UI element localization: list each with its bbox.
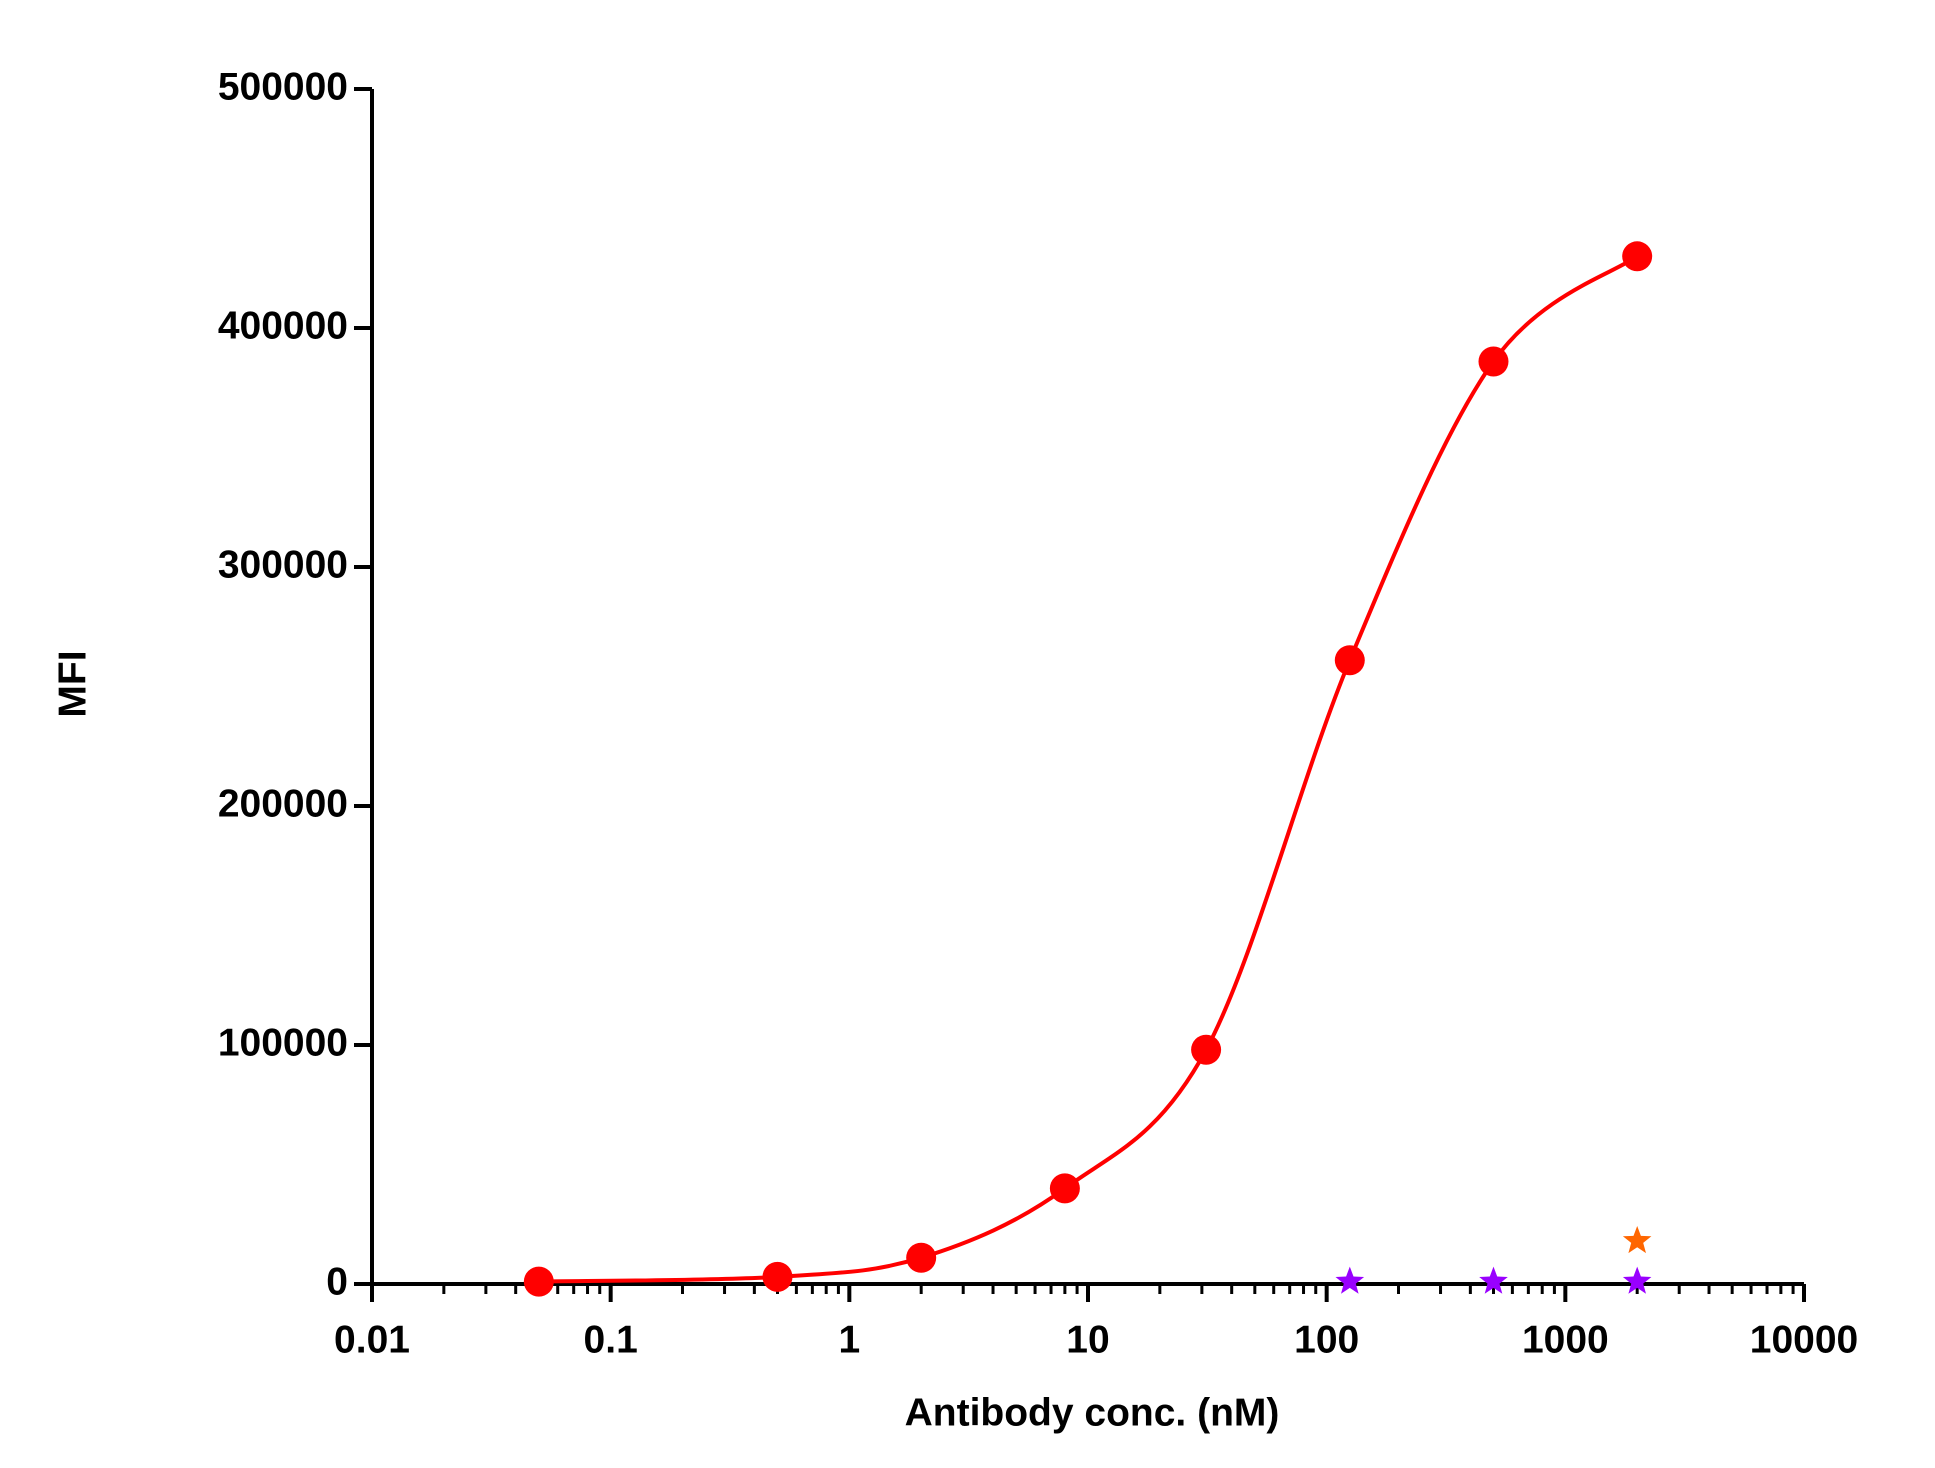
point <box>1334 645 1365 676</box>
x-tick-label: 100 <box>1294 1318 1359 1361</box>
y-tick-label: 200000 <box>218 782 348 825</box>
y-axis-label: MFI <box>51 650 94 717</box>
y-tick-label: 500000 <box>218 65 348 108</box>
fit-curve <box>538 254 1639 1284</box>
point <box>1191 1034 1222 1065</box>
x-tick-label: 1 <box>838 1318 860 1361</box>
star-point <box>1622 1226 1652 1254</box>
star-point <box>1479 1266 1508 1294</box>
y-tick-label: 300000 <box>218 543 348 586</box>
x-tick-label: 0.01 <box>334 1318 410 1361</box>
point <box>1478 346 1509 377</box>
point <box>1049 1173 1080 1204</box>
point <box>1622 241 1653 272</box>
x-tick-label: 10 <box>1066 1318 1109 1361</box>
y-tick-label: 100000 <box>218 1021 348 1064</box>
y-tick-label: 400000 <box>218 304 348 347</box>
star-point <box>1335 1266 1365 1294</box>
x-tick-label: 1000 <box>1522 1318 1609 1361</box>
point <box>523 1266 554 1297</box>
point <box>906 1242 937 1273</box>
x-tick-label: 10000 <box>1750 1318 1858 1361</box>
point <box>762 1261 793 1292</box>
y-tick-label: 0 <box>326 1260 348 1303</box>
x-tick-label: 0.1 <box>584 1318 638 1361</box>
x-axis-label: Antibody conc. (nM) <box>905 1391 1280 1434</box>
star-point <box>1622 1266 1652 1294</box>
